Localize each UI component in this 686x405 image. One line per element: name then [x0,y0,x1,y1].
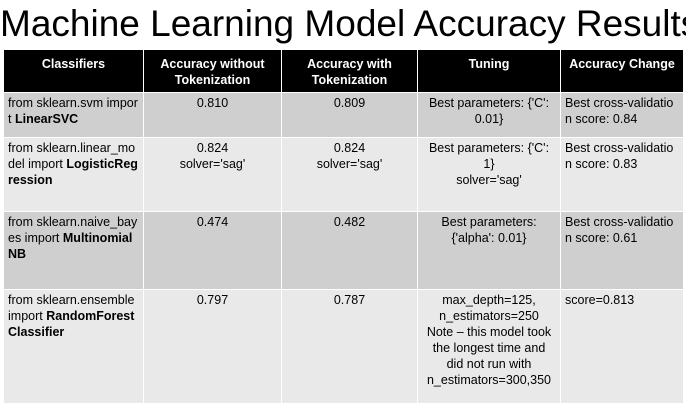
classifier-name: MultinomialNB [8,231,133,261]
accuracy-change-cell: Best cross-validation score: 0.61 [560,211,684,290]
header-tuning: Tuning [417,50,561,93]
header-classifiers: Classifiers [3,50,144,93]
classifier-cell: from sklearn.naive_bayes import Multinom… [3,211,144,290]
tuning-line: Best parameters: {'C': [428,96,550,110]
results-table: Classifiers Accuracy without Tokenizatio… [3,50,684,404]
header-accuracy-without-tokenization: Accuracy without Tokenization [143,50,282,93]
classifier-name: LogisticRegression [8,157,138,187]
accuracy-change-cell: Best cross-validation score: 0.83 [560,137,684,212]
tuning-line: n_estimators=250 [439,309,539,323]
classifier-import: from sklearn.naive_bayes import [8,215,138,245]
accuracy-value: 0.824 [333,141,366,155]
table-row: from sklearn.naive_bayes import Multinom… [3,211,684,290]
tuning-cell: max_depth=125, n_estimators=250 Note – t… [417,289,561,404]
tuning-line: n_estimators=300,350 [426,373,552,387]
tuning-cell: Best parameters: {'C': 0.01} [417,92,561,138]
page-title: Machine Learning Model Accuracy Results [0,3,686,44]
tuning-line: 1} [483,157,495,171]
table-row: from sklearn.linear_model import Logisti… [3,137,684,212]
tuning-line: Best parameters: [441,215,537,229]
accuracy-with-cell: 0.824 solver='sag' [281,137,418,212]
classifier-name: LinearSVC [14,112,79,126]
classifier-import: from sklearn.linear_model import [8,141,136,171]
classifier-import: from sklearn.svm import [8,96,138,126]
tuning-line: max_depth=125, [442,293,536,307]
classifier-import: from sklearn.ensemble import [8,293,135,323]
accuracy-with-cell: 0.787 [281,289,418,404]
tuning-line: Best parameters: {'C': [428,141,550,155]
classifier-cell: from sklearn.svm import LinearSVC [3,92,144,138]
tuning-line: Note – this model took [426,325,552,339]
classifier-name: RandomForestClassifier [8,309,135,339]
tuning-line: solver='sag' [456,173,522,187]
header-accuracy-change: Accuracy Change [560,50,684,93]
tuning-cell: Best parameters: {'alpha': 0.01} [417,211,561,290]
accuracy-without-cell: 0.824 solver='sag' [143,137,282,212]
accuracy-change-cell: Best cross-validation score: 0.84 [560,92,684,138]
tuning-line: {'alpha': 0.01} [451,231,527,245]
classifier-cell: from sklearn.ensemble import RandomFores… [3,289,144,404]
tuning-cell: Best parameters: {'C': 1} solver='sag' [417,137,561,212]
accuracy-with-cell: 0.482 [281,211,418,290]
accuracy-with-cell: 0.809 [281,92,418,138]
header-accuracy-with-tokenization: Accuracy with Tokenization [281,50,418,93]
tuning-line: did not run with [446,357,532,371]
accuracy-note: solver='sag' [316,157,383,171]
accuracy-without-cell: 0.474 [143,211,282,290]
table-row: from sklearn.ensemble import RandomFores… [3,289,684,404]
table-header-row: Classifiers Accuracy without Tokenizatio… [3,50,684,93]
accuracy-value: 0.824 [196,141,229,155]
tuning-line: 0.01} [474,112,504,126]
classifier-cell: from sklearn.linear_model import Logisti… [3,137,144,212]
tuning-line: the longest time and [432,341,546,355]
table-row: from sklearn.svm import LinearSVC 0.810 … [3,92,684,138]
accuracy-without-cell: 0.797 [143,289,282,404]
accuracy-note: solver='sag' [179,157,246,171]
accuracy-change-cell: score=0.813 [560,289,684,404]
accuracy-without-cell: 0.810 [143,92,282,138]
